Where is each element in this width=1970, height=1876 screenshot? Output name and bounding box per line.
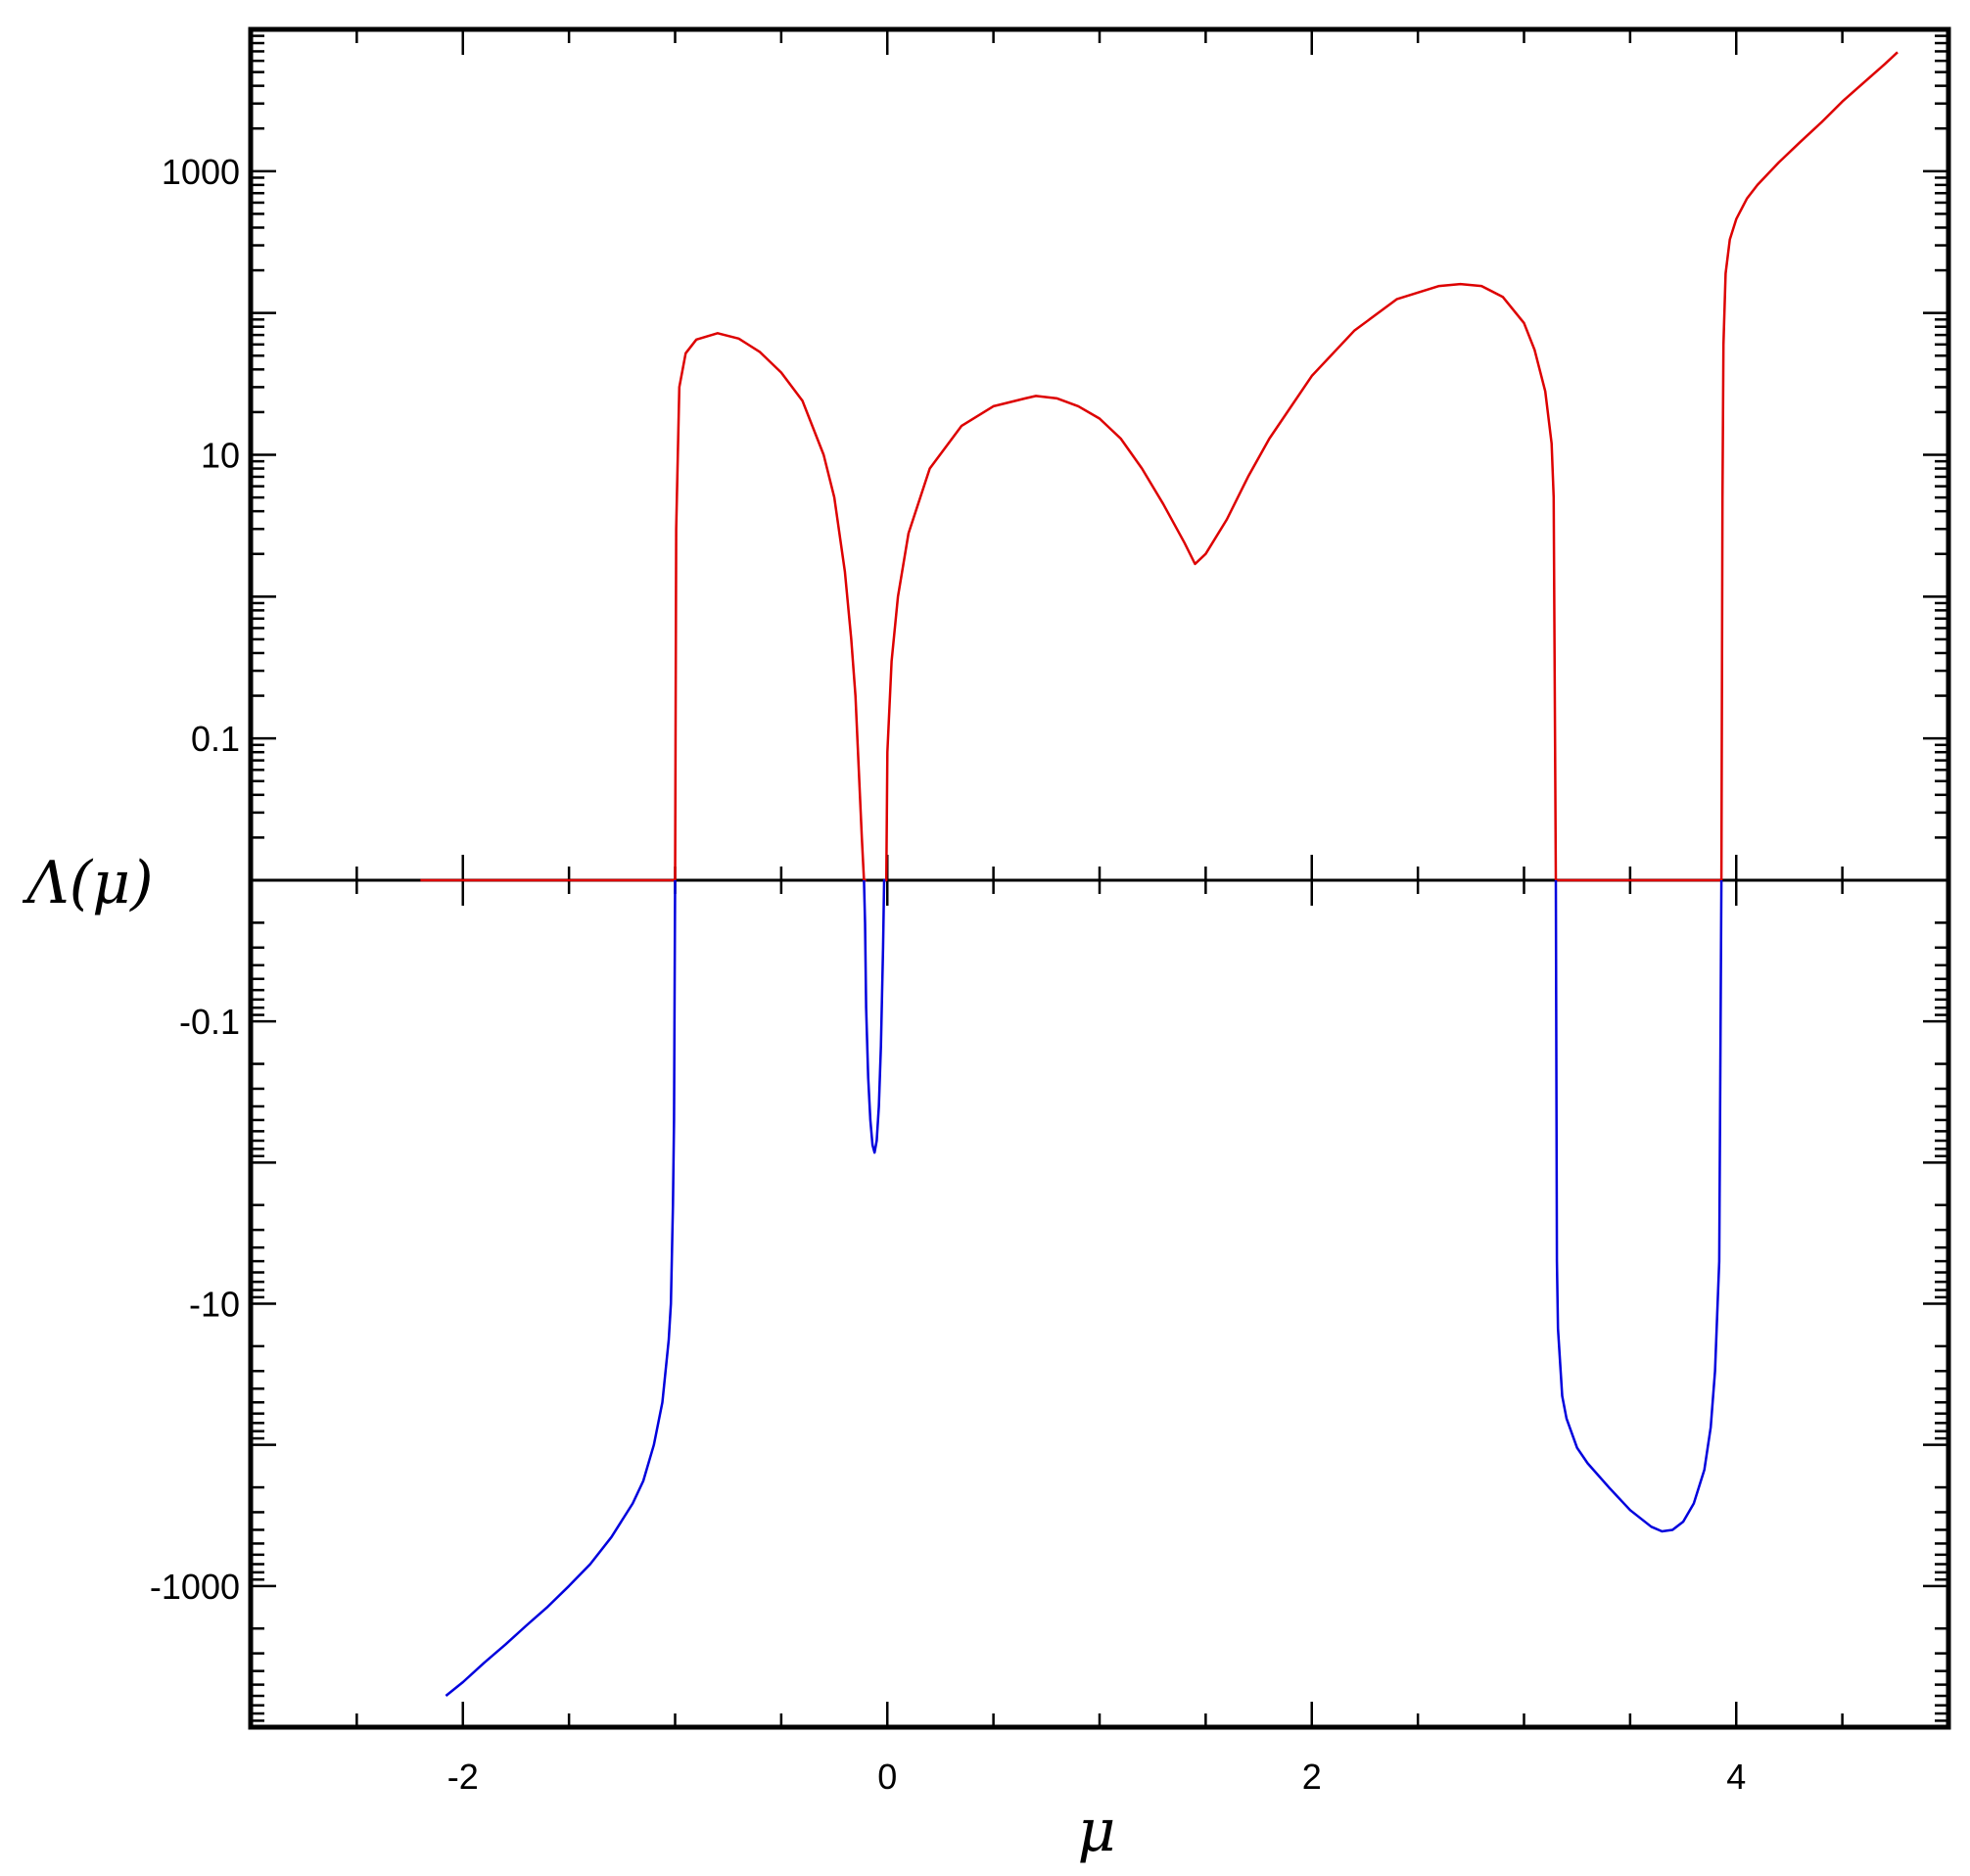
y-tick-label: -1000 — [150, 1567, 240, 1607]
series-line-positive — [674, 332, 867, 882]
y-tick-label: -10 — [189, 1285, 240, 1325]
y-tick-label: 1000 — [162, 152, 240, 192]
series-line-positive — [1719, 51, 1899, 881]
series-line-negative — [445, 879, 677, 1697]
x-tick-label: 2 — [1302, 1757, 1322, 1797]
series-layer — [420, 51, 1899, 1697]
x-tick-label: 0 — [877, 1757, 897, 1797]
x-tick-label: -2 — [447, 1757, 479, 1797]
series-line-negative — [863, 878, 886, 1154]
x-axis-title: μ — [1078, 1797, 1116, 1865]
plot-frame — [248, 26, 1951, 1730]
x-tick-label: 4 — [1726, 1757, 1746, 1797]
y-axis-title: Λ(μ) — [22, 849, 153, 917]
series-line-positive — [884, 282, 1558, 882]
y-tick-label: -0.1 — [179, 1002, 240, 1042]
series-line-negative — [1554, 879, 1723, 1533]
y-tick-label: 0.1 — [191, 719, 240, 759]
y-tick-label: 10 — [201, 436, 240, 476]
tick-labels: 1000 10 0.1 -0.1 -10 -1000 -2 0 2 4 — [150, 152, 1746, 1797]
